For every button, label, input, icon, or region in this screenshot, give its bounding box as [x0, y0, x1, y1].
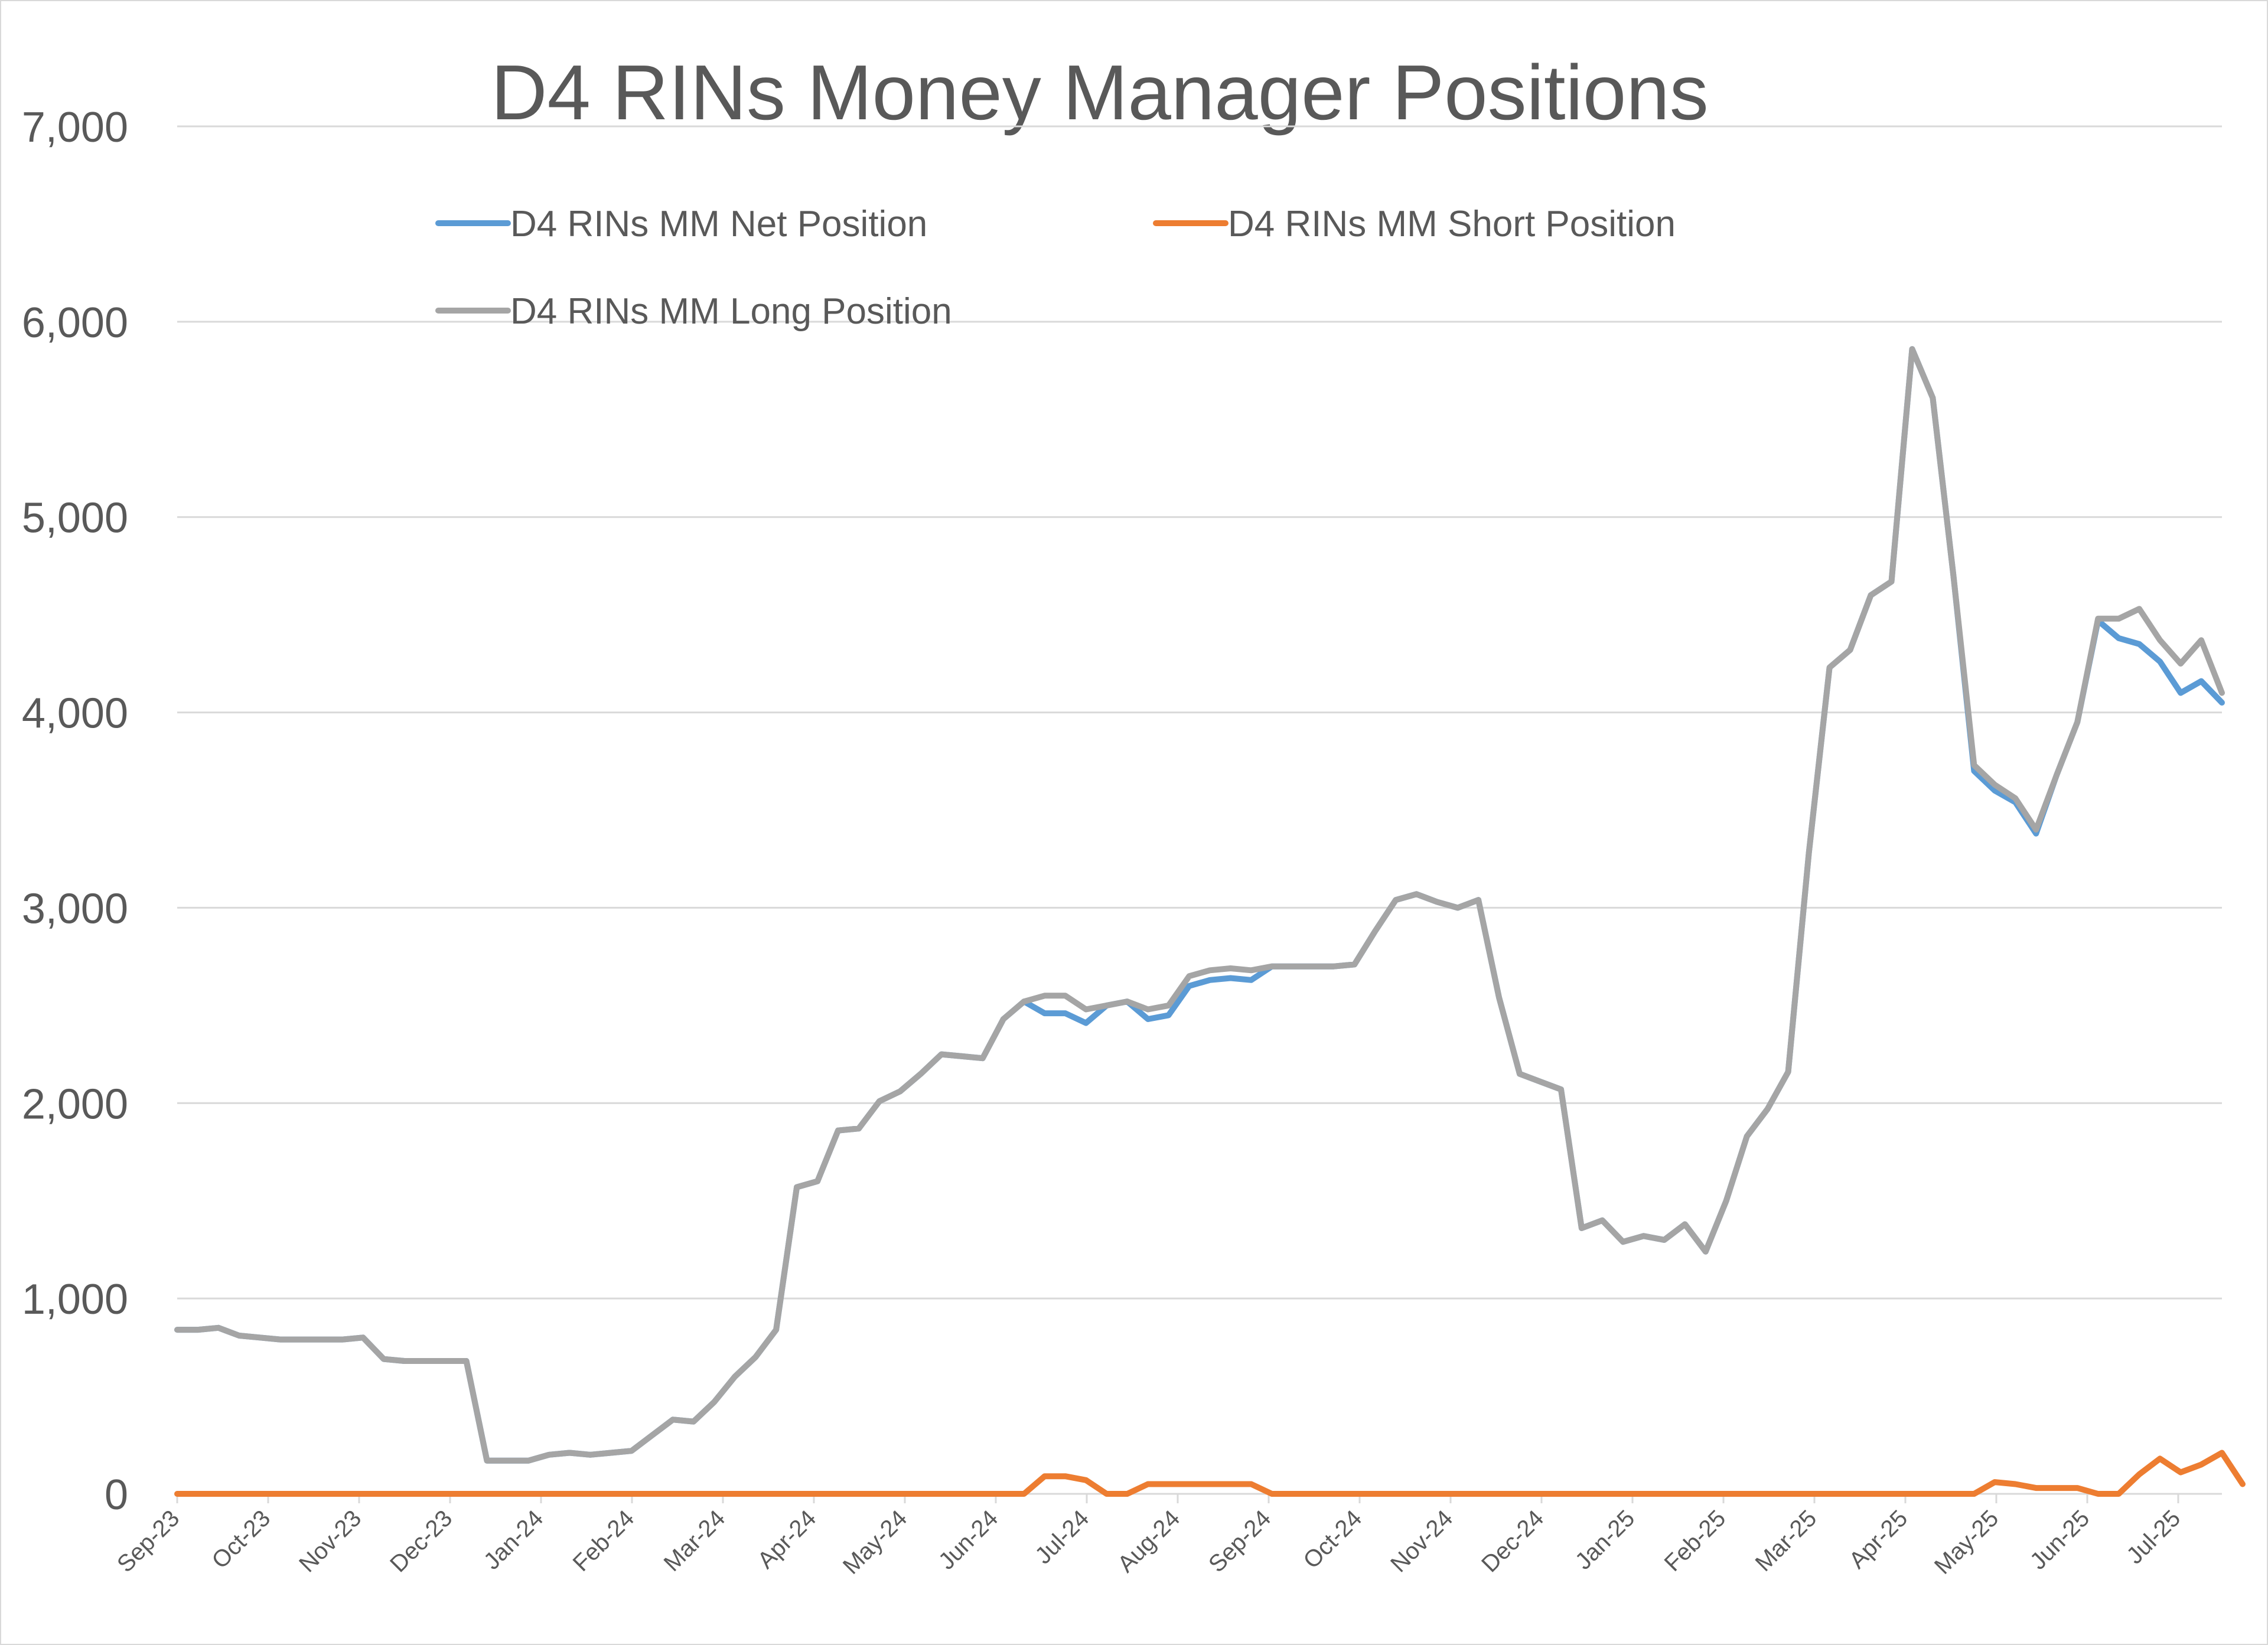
series-line-short [174, 1450, 2246, 1497]
x-tick-label: Jun-24 [934, 1505, 1003, 1575]
x-tick-label: Mar-24 [659, 1505, 731, 1577]
x-axis-ticks: Sep-23 Oct-23 Nov-23 Dec-23 Jan-24 Feb-24 Mar-… [112, 1494, 2185, 1579]
x-tick-label: Jun-25 [2025, 1505, 2095, 1575]
y-tick-label: 2,000 [22, 1081, 128, 1128]
series-line-net [174, 346, 2225, 1464]
x-tick-label: Sep-24 [1204, 1505, 1276, 1577]
y-tick-label: 7,000 [22, 104, 128, 151]
x-tick-label: Nov-23 [294, 1505, 366, 1577]
x-tick-label: May-25 [1930, 1505, 2003, 1579]
x-tick-label: Jan-24 [479, 1505, 549, 1575]
legend-label: D4 RINs MM Long Position [510, 291, 952, 332]
x-tick-label: Feb-25 [1660, 1505, 1731, 1577]
legend: D4 RINs MM Net Position D4 RINs MM Short … [435, 204, 1676, 332]
y-tick-label: 4,000 [22, 690, 128, 737]
y-tick-label: 6,000 [22, 299, 128, 347]
series-line-long [174, 346, 2225, 1464]
x-tick-label: Oct-23 [207, 1505, 275, 1574]
x-tick-label: Nov-24 [1386, 1505, 1458, 1577]
x-tick-label: Aug-24 [1113, 1505, 1185, 1577]
legend-label: D4 RINs MM Short Position [1228, 204, 1676, 244]
x-tick-label: Dec-23 [385, 1505, 457, 1577]
y-tick-label: 0 [105, 1471, 128, 1519]
x-tick-label: Apr-25 [1844, 1505, 1912, 1574]
x-tick-label: May-24 [838, 1505, 912, 1579]
x-tick-label: Mar-25 [1751, 1505, 1822, 1577]
x-tick-label: Apr-24 [752, 1505, 821, 1574]
y-tick-label: 5,000 [22, 495, 128, 542]
x-tick-label: Dec-24 [1477, 1505, 1549, 1577]
chart-title: D4 RINs Money Manager Positions [491, 49, 1709, 136]
y-axis-ticks: 0 1,000 2,000 3,000 4,000 5,000 6,000 7,000 [22, 104, 128, 1519]
legend-label: D4 RINs MM Net Position [510, 204, 927, 244]
x-tick-label: Jan-25 [1570, 1505, 1640, 1575]
gridlines [177, 125, 2222, 1495]
x-tick-label: Jul-25 [2122, 1505, 2185, 1569]
x-tick-label: Feb-24 [568, 1505, 640, 1577]
x-tick-label: Oct-24 [1298, 1505, 1367, 1574]
y-tick-label: 3,000 [22, 885, 128, 932]
series-lines [174, 346, 2246, 1497]
x-tick-label: Jul-24 [1030, 1505, 1094, 1569]
y-tick-label: 1,000 [22, 1276, 128, 1323]
